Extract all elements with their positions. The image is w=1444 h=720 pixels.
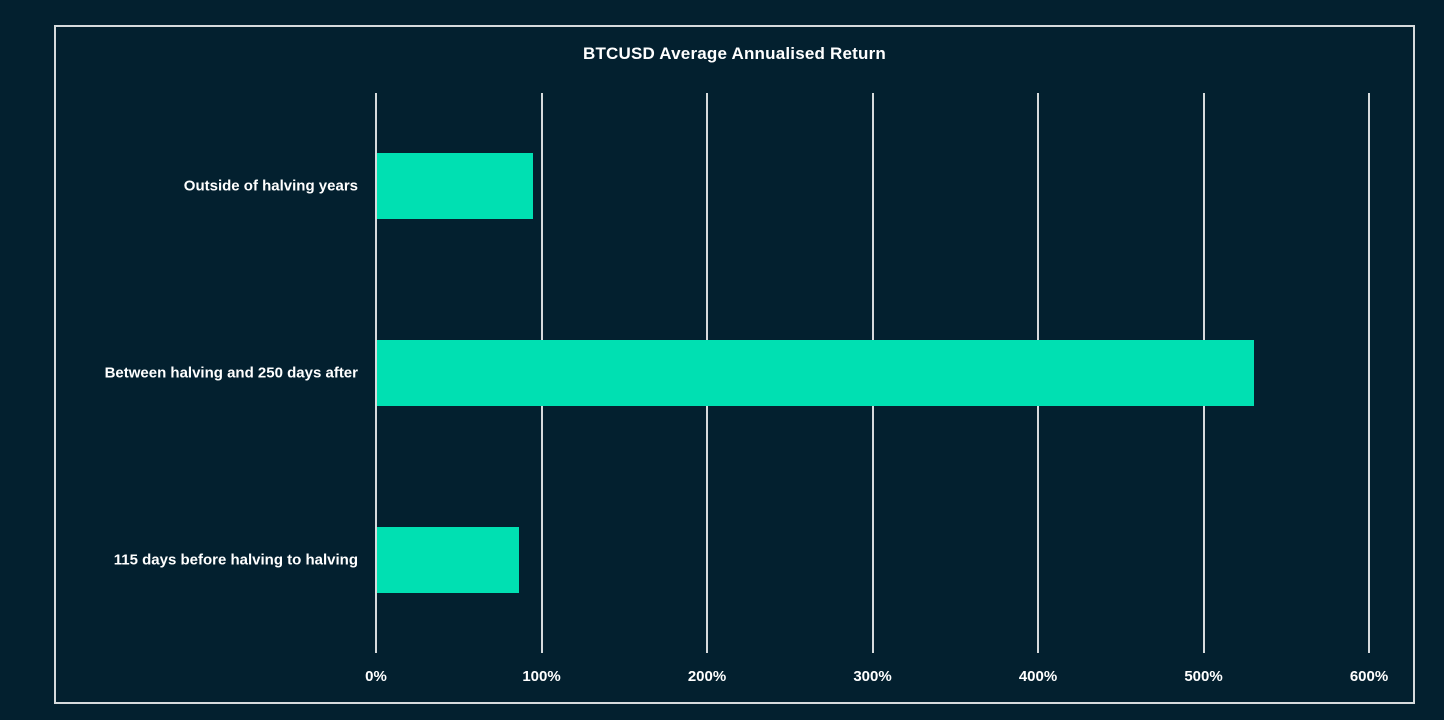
x-tick-label: 100% xyxy=(522,668,561,685)
gridline xyxy=(375,93,377,653)
x-tick-label: 400% xyxy=(1018,668,1058,685)
x-tick-label: 300% xyxy=(853,668,892,685)
gridline xyxy=(1368,93,1370,653)
x-tick-label: 600% xyxy=(1349,668,1389,685)
bar xyxy=(377,153,533,220)
x-tick-label: 200% xyxy=(687,668,727,685)
category-label: Between halving and 250 days after xyxy=(104,364,358,382)
plot-area xyxy=(375,93,1370,653)
bar xyxy=(377,340,1255,406)
x-tick-label: 0% xyxy=(365,668,387,685)
x-tick-label: 500% xyxy=(1184,668,1223,685)
chart-frame xyxy=(54,25,1415,704)
category-label: 115 days before halving to halving xyxy=(113,551,358,569)
category-label: Outside of halving years xyxy=(183,177,358,195)
chart-title: BTCUSD Average Annualised Return xyxy=(582,44,886,63)
bar xyxy=(377,526,520,593)
